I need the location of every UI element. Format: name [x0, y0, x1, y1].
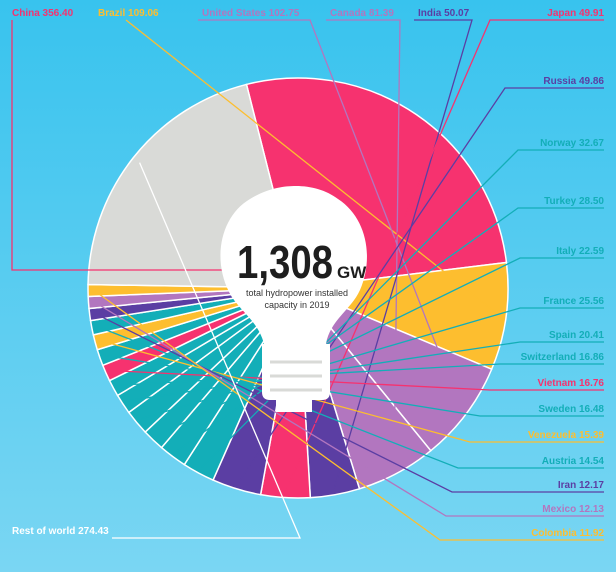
center-caption-line-2: capacity in 2019	[264, 300, 329, 310]
slice-label-vietnam: Vietnam 16.76	[537, 378, 604, 389]
lightbulb-icon	[220, 186, 367, 412]
slice-label-china: China 356.40	[12, 8, 74, 19]
slice-label-sweden: Sweden 16.48	[538, 404, 604, 415]
leader-line-india	[333, 19, 473, 489]
slice-label-france: France 25.56	[543, 296, 604, 307]
leader-line-japan	[285, 19, 604, 492]
slice-label-austria: Austria 14.54	[542, 456, 605, 467]
slice-label-norway: Norway 32.67	[540, 138, 604, 149]
slice-label-mexico: Mexico 12.13	[542, 504, 604, 515]
slice-label-venezuela: Venezuela 15.39	[528, 430, 605, 441]
slice-label-russia: Russia 49.86	[543, 76, 604, 87]
slice-label-rest-of-world: Rest of world 274.43	[12, 526, 109, 537]
leader-line-rest-of-world	[112, 162, 301, 539]
leader-line-mexico	[94, 301, 604, 517]
leader-line-brazil	[125, 19, 501, 317]
slice-label-iran: Iran 12.17	[558, 480, 605, 491]
slice-label-colombia: Colombia 11.92	[531, 528, 604, 539]
center-unit: GW	[337, 263, 367, 282]
leader-lines	[11, 19, 604, 541]
slice-label-canada: Canada 81.39	[330, 8, 394, 19]
slice-label-switzerland: Switzerland 16.86	[521, 352, 605, 363]
slice-label-spain: Spain 20.41	[549, 330, 604, 341]
leader-line-austria	[97, 325, 604, 469]
slice-label-brazil: Brazil 109.06	[98, 8, 159, 19]
bulb-glass	[220, 186, 367, 344]
center-caption-line-1: total hydropower installed	[246, 288, 348, 298]
slice-labels: China 356.40 Brazil 109.06 United States 1…	[12, 8, 604, 539]
leader-line-united-states	[198, 19, 463, 411]
slice-label-italy: Italy 22.59	[556, 246, 604, 257]
leader-line-colombia	[93, 289, 604, 541]
leader-line-spain	[127, 341, 604, 402]
leader-line-iran	[95, 313, 604, 493]
slice-label-japan: Japan 49.91	[547, 8, 604, 19]
center-value: 1,308	[237, 236, 333, 288]
slice-label-united-states: United States 102.75	[202, 8, 300, 19]
slice-label-india: India 50.07	[418, 8, 470, 19]
leader-line-venezuela	[100, 340, 604, 443]
slice-label-turkey: Turkey 28.50	[544, 196, 604, 207]
